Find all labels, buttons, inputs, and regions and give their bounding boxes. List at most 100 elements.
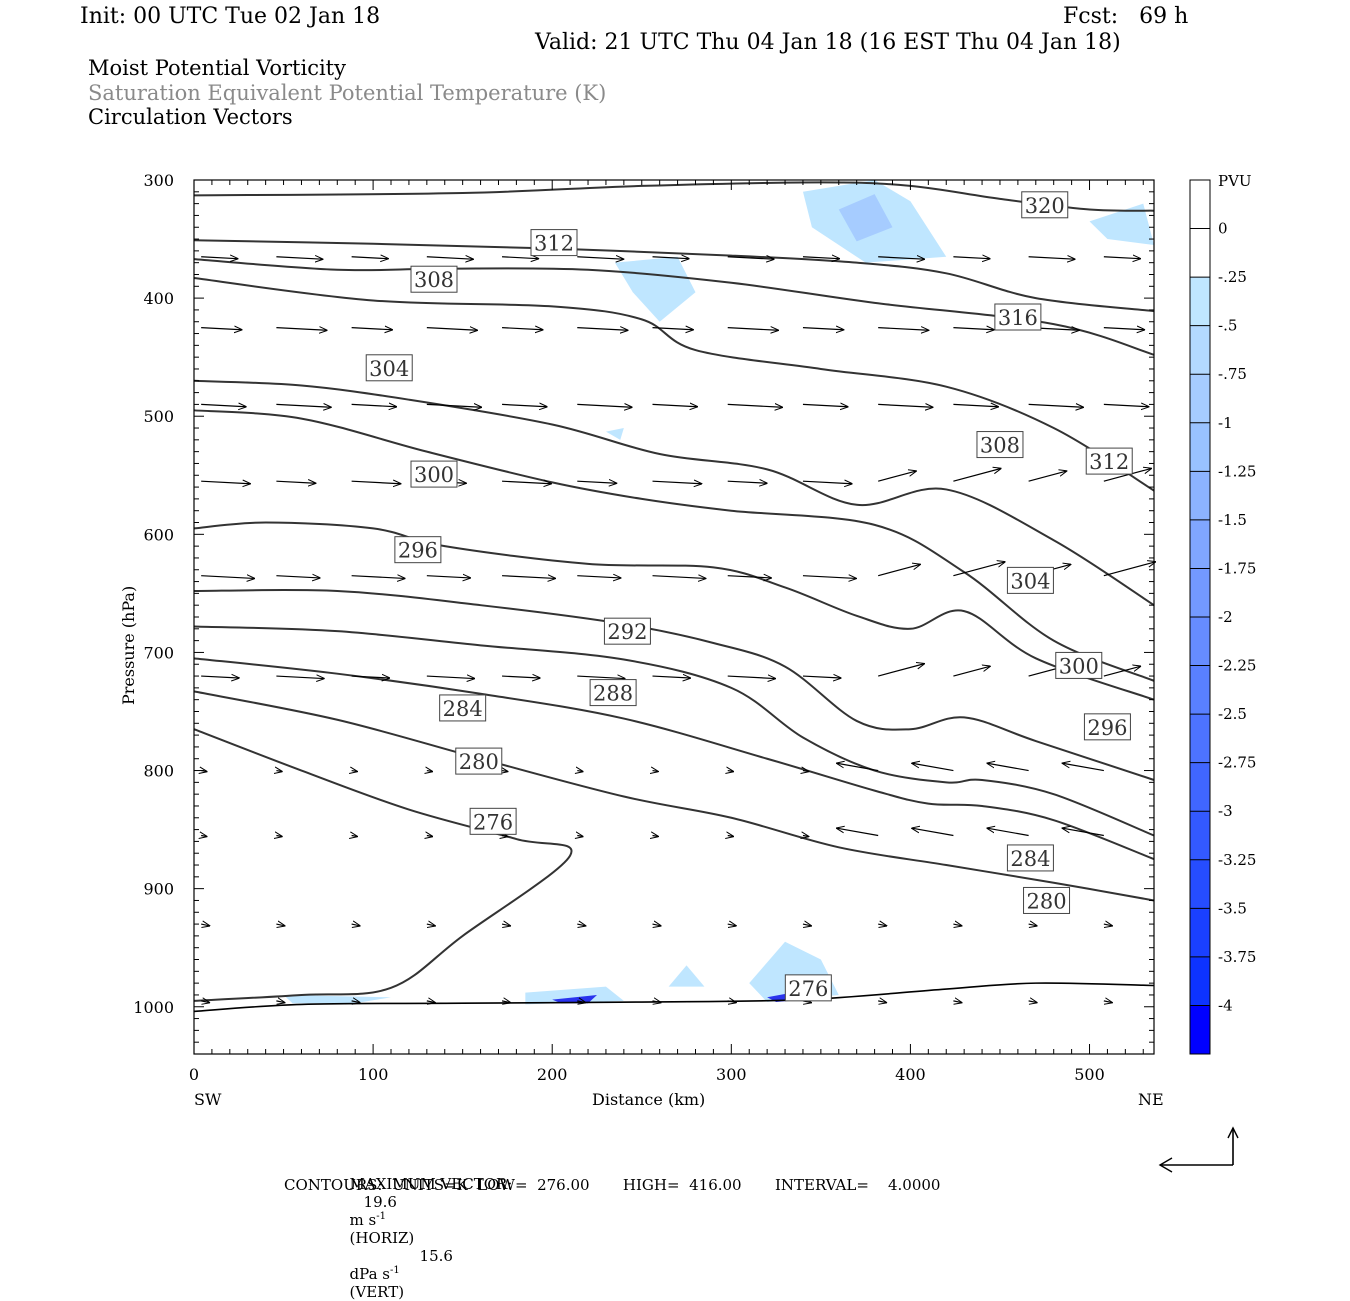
horiz-value: 19.6 [363, 1193, 397, 1211]
circulation-vector [276, 328, 326, 331]
contour-label-text: 288 [593, 682, 633, 706]
y-tick-label: 800 [143, 762, 174, 781]
pv-region [838, 194, 893, 242]
circulation-vector [577, 328, 627, 331]
colorbar-level-label: -.25 [1218, 268, 1247, 286]
circulation-vector [577, 836, 583, 837]
x-tick-label: 0 [189, 1065, 199, 1084]
contour-label-box [994, 303, 1042, 331]
contour-label-text: 304 [369, 357, 409, 381]
colorbar-swatch [1190, 714, 1210, 764]
circulation-vector [878, 924, 886, 926]
circulation-vector [878, 664, 924, 677]
colorbar-swatch [1190, 422, 1210, 472]
colorbar-level-label: -1.75 [1218, 559, 1256, 577]
circulation-vector [878, 328, 928, 331]
circulation-vector [502, 576, 555, 579]
circulation-vector [201, 404, 246, 406]
circulation-vector [1062, 828, 1104, 837]
circulation-vector [1103, 1001, 1112, 1003]
contour-label-text: 276 [788, 977, 828, 1001]
y-tick-label: 400 [143, 289, 174, 308]
circulation-vector [953, 666, 990, 677]
circulation-vector [727, 481, 767, 483]
circulation-vector [802, 676, 841, 678]
circulation-vector [1103, 924, 1112, 926]
circulation-vector [577, 481, 616, 483]
contour-label: 288 [589, 679, 637, 707]
colorbar-level-label: 0 [1218, 220, 1228, 238]
x-tick-label: 200 [537, 1065, 568, 1084]
circulation-vector [502, 404, 547, 406]
x-axis-label: Distance (km) [592, 1090, 705, 1109]
circulation-vector [727, 257, 774, 259]
circulation-vector [1028, 924, 1037, 926]
circulation-vector [652, 1001, 661, 1003]
circulation-vector [201, 1001, 209, 1003]
contour-label-box [439, 694, 487, 722]
surface-line [193, 982, 1155, 1013]
colorbar-swatch [1190, 617, 1210, 667]
circulation-vector [577, 257, 623, 259]
circulation-vector [201, 924, 209, 926]
contour-label-text: 308 [980, 434, 1020, 458]
circulation-vector [1028, 404, 1084, 407]
contour-label-box [1085, 447, 1133, 475]
contour-label: 284 [439, 694, 487, 722]
circulation-vector [502, 328, 543, 330]
circulation-vector [1062, 763, 1104, 772]
circulation-vector [577, 771, 583, 772]
circulation-vector [276, 576, 319, 578]
colorbar-swatch [1190, 180, 1210, 230]
circulation-vector [1028, 1001, 1037, 1003]
circulation-vector [351, 328, 393, 330]
theta-e-contour [193, 521, 1155, 701]
circulation-vector [802, 481, 852, 484]
contour-label: 312 [530, 229, 578, 257]
circulation-vector [652, 257, 689, 259]
y-tick-label: 300 [143, 171, 174, 190]
theta-e-contour [193, 277, 1155, 492]
circulation-vector [652, 676, 691, 678]
contour-label-text: 296 [1087, 716, 1127, 740]
colorbar-unit: PVU [1218, 172, 1252, 190]
contour-label: 280 [1023, 886, 1071, 914]
circulation-vector [426, 404, 482, 407]
colorbar-level-label: -.75 [1218, 365, 1247, 383]
vert-tag: (VERT) [349, 1283, 405, 1301]
circulation-vector [727, 924, 736, 926]
circulation-vector [1103, 328, 1145, 330]
contour-labels: 320 312 308 316 304 308 312 300 296 304 292 300 288 2… [365, 191, 1133, 1002]
circulation-vector [577, 924, 585, 926]
circulation-vector [352, 836, 358, 837]
circulation-vector [727, 676, 776, 678]
circulation-vector [427, 771, 433, 772]
circulation-vector [351, 676, 390, 678]
contour-label-box [589, 679, 637, 707]
circulation-vector [652, 328, 694, 330]
circulation-vector [953, 1001, 961, 1003]
contour-label-box [1021, 191, 1069, 219]
contour-label: 296 [1083, 713, 1131, 741]
contour-label: 296 [394, 536, 442, 564]
field-circulation: Circulation Vectors [88, 105, 293, 129]
circulation-vector [803, 836, 809, 837]
circulation-vector [987, 828, 1029, 837]
colorbar: 0 -.25 -.5 -.75 -1 -1.25 -1.5 -1.75 -2 -2.25 -2.5 -… [1189, 179, 1256, 1055]
colorbar-swatch [1190, 1005, 1210, 1055]
circulation-vector [201, 328, 242, 330]
horiz-tag: (HORIZ) [349, 1229, 415, 1247]
pv-region [525, 986, 624, 1005]
colorbar-swatch [1190, 374, 1210, 424]
circulation-vector [426, 1001, 435, 1003]
contour-label-text: 296 [398, 539, 438, 563]
circulation-vector [502, 836, 508, 837]
circulation-vector [426, 576, 470, 578]
max-vector-label: MAXIMUM VECTOR: [349, 1175, 513, 1193]
circulation-vector [276, 676, 324, 678]
circulation-vector [351, 404, 397, 406]
circulation-vector [1028, 471, 1067, 482]
circulation-vector [276, 924, 284, 926]
circulation-vector [201, 836, 207, 837]
circulation-vector [652, 576, 706, 579]
